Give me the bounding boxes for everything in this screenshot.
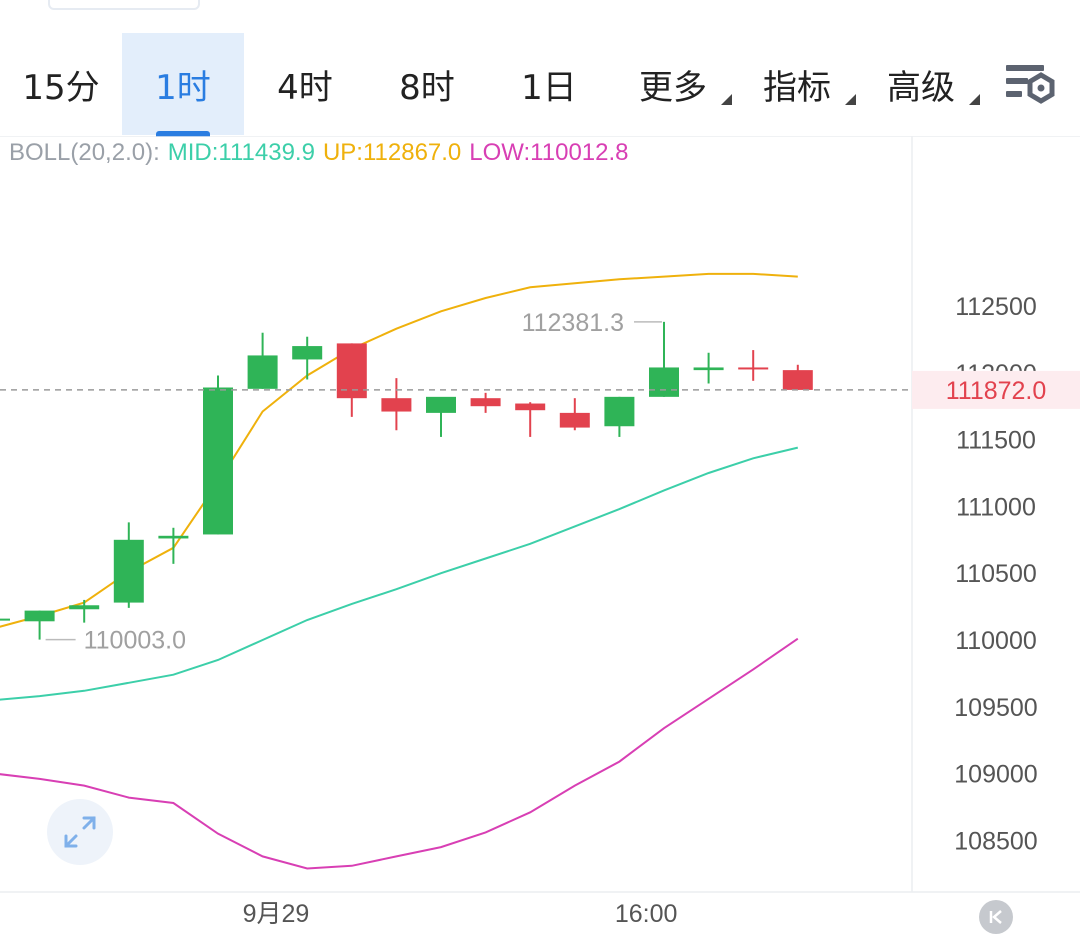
boll-legend-mid: MID:111439.9 [167, 139, 315, 166]
current-price-tag [912, 370, 1080, 409]
candle-body [203, 387, 233, 535]
candle-body [649, 367, 679, 397]
y-tick-label: 111000 [956, 493, 1036, 521]
boll-legend-up: UP:112867.0 [322, 139, 462, 166]
boll-low-line [0, 637, 799, 870]
candle-body [470, 398, 501, 407]
chart-settings-icon [1006, 65, 1055, 104]
candle-body [292, 346, 323, 360]
candle-body [426, 396, 456, 413]
x-tick-label: 9月29 [243, 900, 310, 928]
candle-body [24, 610, 55, 622]
chart-settings-button[interactable] [1004, 60, 1056, 110]
dropdown-caret-icon [721, 94, 732, 105]
tab-0[interactable]: 15分 [0, 33, 122, 135]
tab-label: 4时 [277, 67, 333, 108]
expand-icon [64, 816, 96, 848]
candle-body [693, 367, 724, 371]
tab-3[interactable]: 8时 [366, 33, 488, 135]
tab-label: 1日 [521, 67, 577, 108]
tab-label: 更多 [639, 67, 707, 108]
tab-label: 高级 [887, 67, 955, 108]
tab-6[interactable]: 指标 [736, 33, 858, 135]
candle-body [336, 343, 367, 399]
top-card-edge [48, 0, 200, 10]
tab-5[interactable]: 更多 [612, 33, 734, 135]
fullscreen-button[interactable] [47, 799, 113, 865]
active-tab-indicator [156, 131, 210, 137]
boll-legend: BOLL(20,2.0): MID:111439.9 UP:112867.0 LOW:… [9, 139, 629, 167]
scroll-to-latest-button[interactable] [979, 900, 1013, 934]
candle-body [0, 618, 10, 621]
boll-mid-line [0, 446, 799, 701]
candle-body [604, 396, 635, 427]
y-tick-label: 111500 [956, 427, 1036, 455]
timeframe-tabs: 15分 1时 4时 8时 1日 更多 指标 高级 [0, 33, 1080, 137]
tab-label: 1时 [155, 67, 211, 108]
candle-body [381, 398, 412, 412]
candle-body [515, 403, 546, 411]
dropdown-caret-icon [969, 94, 980, 105]
y-tick-label: 110500 [955, 560, 1037, 588]
current-price-label: 111872.0 [946, 377, 1047, 405]
plot-group [0, 272, 813, 870]
tab-1[interactable]: 1时 [122, 33, 244, 137]
x-tick-label: 16:00 [615, 900, 678, 928]
tab-7[interactable]: 高级 [860, 33, 982, 135]
candle-body [559, 412, 590, 428]
dropdown-caret-icon [845, 94, 856, 105]
candle-body [738, 367, 769, 370]
candle-body [113, 539, 144, 603]
tab-2[interactable]: 4时 [244, 33, 366, 135]
tab-label: 15分 [22, 67, 100, 108]
candle-body [782, 370, 813, 390]
candle-body [69, 605, 100, 610]
candle-body [247, 355, 278, 389]
chevrons-right-icon [989, 910, 1002, 924]
boll-legend-low: LOW:110012.8 [469, 139, 629, 166]
boll-legend-name: BOLL(20,2.0): [9, 139, 160, 166]
candlestick-chart-area[interactable]: 1125001120001115001110001105001100001095… [0, 135, 1080, 936]
tab-label: 指标 [763, 67, 831, 108]
candle-body [158, 535, 189, 539]
y-tick-label: 110000 [955, 627, 1037, 655]
low-annotation-label: 110003.0 [84, 627, 186, 655]
y-tick-label: 112500 [955, 293, 1037, 321]
tab-4[interactable]: 1日 [488, 33, 610, 135]
high-annotation-label: 112381.3 [522, 309, 624, 337]
y-tick-label: 109000 [954, 761, 1037, 789]
tab-label: 8时 [399, 67, 455, 108]
y-tick-label: 109500 [954, 694, 1037, 722]
candlestick-chart[interactable]: 1125001120001115001110001105001100001095… [0, 135, 1080, 936]
y-tick-label: 108500 [954, 827, 1037, 855]
